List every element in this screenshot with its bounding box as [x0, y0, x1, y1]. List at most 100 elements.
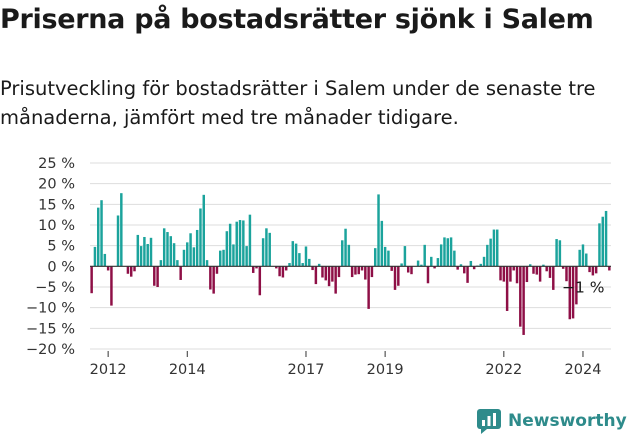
- bar: [463, 266, 466, 274]
- bar: [565, 266, 568, 282]
- bar: [532, 266, 535, 274]
- bar: [153, 266, 156, 286]
- bar: [126, 266, 130, 274]
- bar: [321, 266, 324, 278]
- y-tick-label: −10 %: [26, 301, 75, 317]
- bar: [512, 266, 515, 271]
- bar: [133, 266, 136, 272]
- bar: [380, 220, 384, 267]
- bar: [377, 194, 380, 267]
- bar: [195, 229, 199, 267]
- bar: [525, 266, 529, 283]
- newsworthy-logo-icon: [477, 409, 501, 434]
- bar: [505, 266, 509, 311]
- bar: [545, 266, 548, 272]
- brand-logo: Newsworthy: [476, 408, 627, 434]
- bar: [416, 260, 420, 267]
- bar: [143, 236, 146, 267]
- y-tick-label: 10 %: [38, 218, 75, 234]
- bar: [116, 215, 120, 267]
- bar: [604, 210, 608, 267]
- bar: [294, 243, 298, 267]
- bar: [317, 263, 321, 267]
- y-tick-label: 5 %: [47, 239, 75, 255]
- bar: [459, 264, 463, 267]
- bar: [288, 263, 291, 267]
- bar: [110, 266, 113, 306]
- last-value-label: −1 %: [562, 278, 605, 296]
- bar: [291, 241, 295, 267]
- bar: [182, 249, 186, 267]
- bar: [242, 220, 245, 267]
- x-tick-label: 2012: [90, 362, 127, 378]
- bar: [120, 193, 123, 267]
- bar: [106, 266, 110, 271]
- y-tick-label: 0 %: [47, 259, 75, 275]
- bar: [466, 266, 469, 283]
- bar: [492, 229, 496, 267]
- bar: [215, 266, 219, 274]
- bar: [209, 266, 212, 290]
- bar: [390, 266, 393, 271]
- x-tick-label: 2022: [485, 362, 522, 378]
- bar: [601, 216, 604, 267]
- bar: [228, 223, 232, 267]
- bar: [219, 250, 222, 267]
- bar: [578, 249, 581, 267]
- bar: [496, 229, 499, 267]
- bar: [258, 266, 262, 296]
- bar: [278, 266, 281, 277]
- bar: [469, 260, 473, 267]
- bar: [443, 237, 446, 267]
- bar: [585, 253, 588, 267]
- bar: [420, 264, 423, 267]
- bar: [542, 264, 545, 267]
- bar: [97, 207, 100, 267]
- bar: [268, 232, 271, 267]
- bar: [327, 266, 331, 287]
- x-tick-label: 2017: [288, 362, 325, 378]
- bar: [357, 266, 360, 275]
- bar: [568, 266, 572, 320]
- bar: [176, 260, 179, 267]
- bar: [301, 263, 304, 267]
- bar: [308, 258, 311, 267]
- bar: [522, 266, 525, 335]
- bar: [538, 266, 542, 282]
- bar: [298, 253, 301, 267]
- bar: [528, 264, 532, 267]
- bar: [548, 266, 552, 278]
- bar: [347, 244, 351, 267]
- bar: [314, 266, 318, 285]
- bar: [129, 266, 133, 277]
- bar: [284, 266, 288, 271]
- bar: [344, 228, 347, 267]
- bar: [591, 266, 595, 276]
- bar: [146, 244, 149, 267]
- bar: [354, 266, 357, 275]
- bar: [311, 266, 314, 271]
- bar: [179, 266, 182, 280]
- bar: [472, 266, 476, 270]
- bar: [281, 266, 285, 278]
- bar: [446, 238, 450, 267]
- bar: [489, 238, 492, 267]
- bar: [608, 266, 611, 271]
- bar: [370, 266, 374, 278]
- bar: [136, 234, 140, 267]
- bar: [139, 246, 143, 267]
- bar: [509, 266, 512, 282]
- bar: [331, 266, 334, 282]
- brand-name: Newsworthy: [508, 411, 627, 431]
- bar: [360, 266, 364, 271]
- bar: [341, 240, 344, 267]
- bar: [238, 220, 242, 267]
- bar: [449, 237, 453, 267]
- bar: [433, 266, 436, 269]
- bar: [479, 263, 482, 267]
- bar: [486, 244, 489, 267]
- bar: [575, 266, 578, 305]
- bar: [251, 266, 255, 273]
- bar: [235, 221, 238, 267]
- x-tick-label: 2024: [565, 362, 602, 378]
